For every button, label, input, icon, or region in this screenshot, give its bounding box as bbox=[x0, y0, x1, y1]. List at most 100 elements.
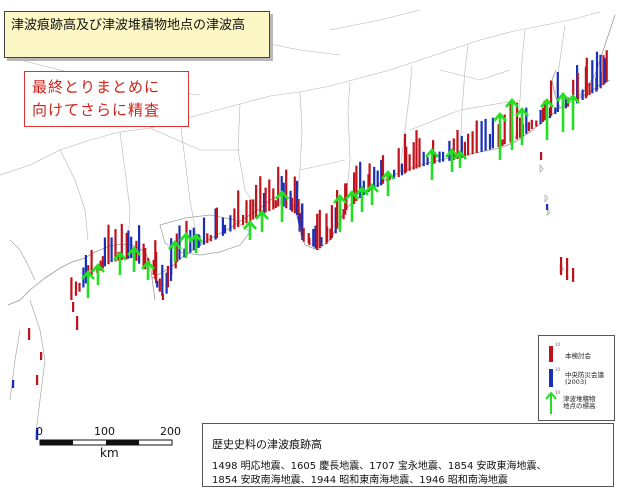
legend-label-3: 津波堆積物 地点の標高 bbox=[563, 395, 596, 410]
tsunami-height-bar bbox=[127, 230, 130, 259]
tsunami-height-bar bbox=[497, 124, 500, 148]
sediment-site-arrow bbox=[255, 210, 269, 232]
tsunami-height-bar bbox=[572, 79, 575, 105]
tsunami-height-bar bbox=[527, 122, 530, 132]
tsunami-height-bar bbox=[120, 223, 123, 260]
tsunami-height-bar bbox=[591, 60, 594, 94]
izu-islands bbox=[539, 163, 565, 274]
sediment-site-arrow bbox=[81, 270, 95, 298]
tsunami-height-bar bbox=[484, 118, 487, 151]
history-heading: 歴史史料の津波痕跡高 bbox=[212, 438, 322, 451]
tsunami-height-bar bbox=[249, 199, 252, 222]
sediment-site-arrow bbox=[445, 148, 459, 172]
tsunami-height-bar bbox=[316, 213, 319, 250]
tsunami-height-bar bbox=[72, 302, 75, 312]
tsunami-height-bar bbox=[576, 73, 579, 102]
tsunami-height-bar bbox=[329, 228, 332, 240]
tsunami-height-bar bbox=[438, 151, 441, 163]
tsunami-height-bar bbox=[471, 131, 474, 155]
tsunami-height-bar bbox=[400, 163, 404, 176]
tsunami-height-bar bbox=[130, 236, 133, 258]
tsunami-height-bar bbox=[297, 199, 300, 220]
tsunami-height-bar bbox=[388, 174, 391, 181]
tsunami-height-bar bbox=[99, 260, 102, 271]
tsunami-height-bar bbox=[314, 225, 317, 249]
tsunami-height-bar bbox=[452, 138, 455, 160]
tsunami-height-bar bbox=[274, 200, 277, 208]
tsunami-height-bar bbox=[138, 225, 141, 264]
tsunami-height-bar bbox=[605, 50, 608, 82]
tsunami-height-bar bbox=[272, 188, 275, 210]
tsunami-height-bar bbox=[418, 138, 421, 168]
tsunami-height-bar bbox=[376, 170, 379, 187]
tsunami-height-bar bbox=[515, 102, 519, 140]
legend-red-bar bbox=[549, 346, 553, 362]
coastline bbox=[7, 14, 616, 306]
tsunami-height-bar bbox=[156, 280, 159, 288]
tsunami-height-bar bbox=[277, 166, 280, 207]
tsunami-height-bar bbox=[393, 169, 396, 179]
sediment-site-arrow bbox=[515, 107, 529, 145]
tsunami-height-bar bbox=[78, 283, 81, 292]
review-note: 最終とりまとめに 向けてさらに精査 bbox=[24, 71, 189, 127]
tsunami-height-bar bbox=[501, 139, 504, 146]
legend-label-1: 本検討会 bbox=[565, 352, 591, 360]
tsunami-height-bar bbox=[308, 238, 311, 245]
history-line-1: 1498 明応地震、1605 慶長地震、1707 宝永地震、1854 安政東海地… bbox=[212, 461, 547, 472]
tsunami-height-bar bbox=[336, 190, 339, 229]
tsunami-height-bar bbox=[215, 207, 218, 238]
legend-tick-3: 10 bbox=[555, 390, 561, 395]
tsunami-height-bar bbox=[381, 155, 385, 184]
tsunami-height-bar bbox=[142, 243, 145, 267]
tsunami-height-bar bbox=[353, 172, 356, 204]
tsunami-height-bar bbox=[519, 117, 522, 138]
tsunami-height-bar bbox=[397, 148, 400, 177]
scale-tick-200: 200 bbox=[160, 425, 181, 438]
tsunami-height-bar bbox=[405, 146, 408, 172]
tsunami-height-bar bbox=[463, 141, 466, 157]
tsunami-height-bar bbox=[460, 135, 463, 158]
tsunami-height-bar bbox=[290, 197, 294, 212]
tsunami-height-bar bbox=[509, 103, 512, 143]
sediment-site-arrow bbox=[345, 190, 359, 222]
tsunami-height-bar bbox=[259, 176, 262, 216]
tsunami-height-bar bbox=[342, 209, 345, 220]
tsunami-height-bar bbox=[320, 237, 323, 246]
sediment-site-arrow bbox=[113, 251, 127, 275]
tsunami-height-bar bbox=[101, 256, 104, 269]
scale-bar: 0 100 200 km bbox=[36, 425, 186, 461]
tsunami-height-bar bbox=[560, 257, 563, 275]
tsunami-height-bar bbox=[178, 225, 181, 260]
scale-unit: km bbox=[100, 446, 119, 460]
tsunami-height-bar bbox=[76, 316, 79, 330]
legend-green-arrow bbox=[545, 391, 557, 414]
tsunami-height-bar bbox=[110, 237, 113, 262]
sediment-site-arrow bbox=[355, 186, 369, 212]
tsunami-height-bar bbox=[301, 203, 304, 240]
tsunami-height-bar bbox=[155, 251, 158, 284]
tsunami-height-bar bbox=[380, 160, 383, 186]
tsunami-height-bar bbox=[525, 107, 528, 134]
sediment-site-arrow bbox=[556, 92, 570, 132]
scale-tick-100: 100 bbox=[94, 425, 115, 438]
tsunami-height-bar bbox=[491, 117, 494, 149]
tsunami-height-bar bbox=[114, 229, 117, 262]
tsunami-height-bar bbox=[209, 235, 212, 242]
tsunami-height-bar bbox=[585, 57, 588, 97]
scale-tick-0: 0 bbox=[36, 425, 43, 438]
tsunami-height-bar bbox=[355, 165, 358, 201]
sediment-site-arrow bbox=[493, 112, 507, 160]
sediment-site-arrow bbox=[275, 190, 289, 222]
tsunami-height-bar bbox=[475, 120, 478, 153]
tsunami-height-bar bbox=[84, 255, 87, 284]
tsunami-height-bar bbox=[581, 89, 584, 100]
tsunami-height-bar bbox=[214, 208, 217, 240]
tsunami-height-bar bbox=[103, 237, 106, 267]
tsunami-height-bar bbox=[296, 180, 299, 215]
tsunami-height-bar bbox=[467, 133, 470, 156]
tsunami-height-bar bbox=[326, 226, 329, 242]
tsunami-height-bar bbox=[539, 109, 542, 125]
tsunami-height-bar bbox=[125, 232, 128, 260]
tsunami-height-bar bbox=[556, 72, 559, 112]
